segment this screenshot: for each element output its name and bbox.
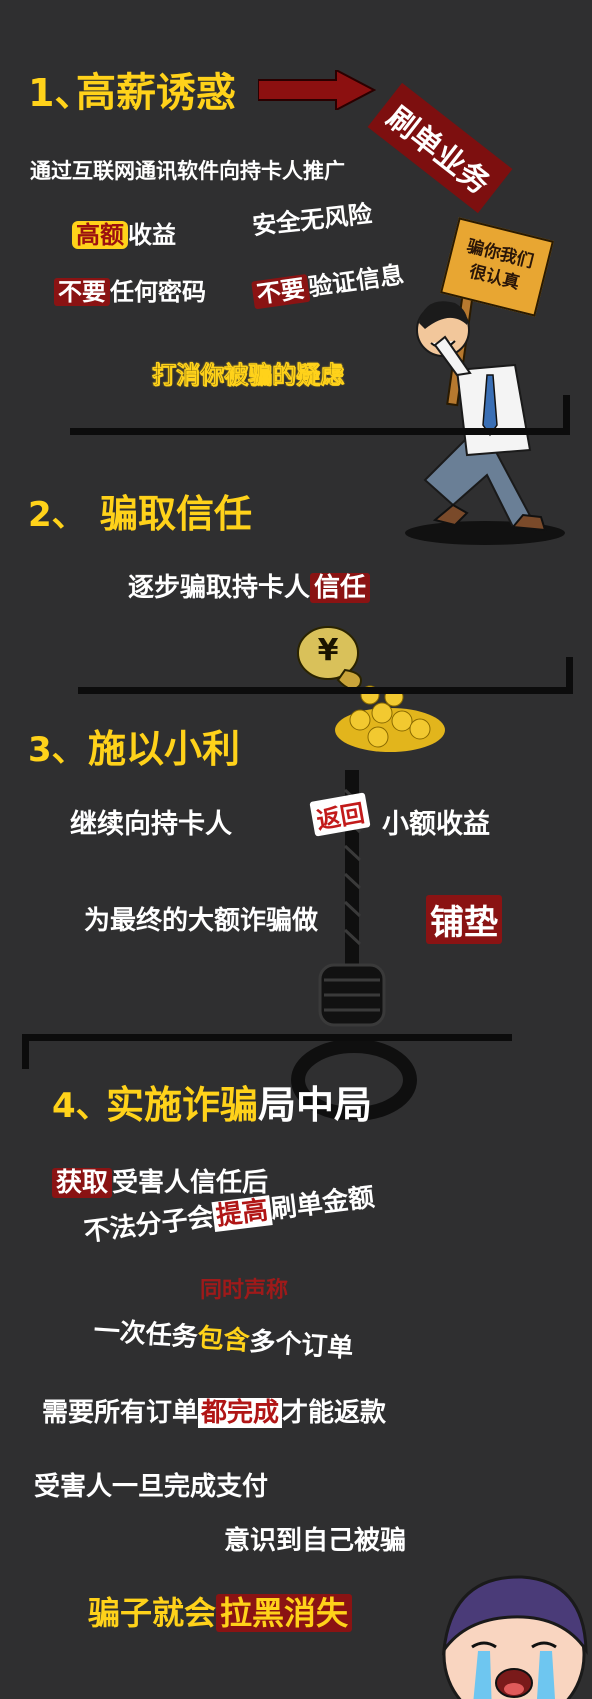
divider-1 bbox=[70, 428, 570, 435]
bag-label: ¥ bbox=[317, 633, 339, 668]
no-verify-row: 不要验证信息 bbox=[250, 255, 406, 311]
highlight-raise: 提高 bbox=[211, 1195, 273, 1233]
highlight-no1: 不要 bbox=[54, 278, 110, 306]
section3-title: 施以小利 bbox=[88, 727, 241, 771]
section2-title: 骗取信任 bbox=[100, 492, 253, 536]
section4-line6: 受害人一旦完成支付 bbox=[34, 1472, 269, 1502]
section4-line1: 获取 受害人信任后 bbox=[52, 1162, 268, 1199]
no-password-row: 不要 任何密码 bbox=[54, 272, 206, 307]
section1-number: 1、 bbox=[28, 71, 93, 115]
safe-text: 安全无风险 bbox=[251, 199, 374, 241]
divider-3-tick bbox=[22, 1034, 29, 1069]
section4-line8: 骗子就会 拉黑消失 bbox=[88, 1588, 353, 1634]
stamp-label: 刷单业务 bbox=[379, 100, 496, 202]
section3-line1-post: 小额收益 bbox=[382, 809, 490, 840]
section3-line1-pre: 继续向持卡人 bbox=[70, 809, 232, 840]
section2-line1: 逐步骗取持卡人 信任 bbox=[128, 567, 371, 604]
section1-line1: 通过互联网通讯软件向持卡人推广 bbox=[30, 159, 345, 183]
stamp-brush-business: 刷单业务 bbox=[367, 82, 513, 214]
divider-2 bbox=[78, 687, 573, 694]
section1-title: 高薪诱惑 bbox=[76, 70, 236, 116]
verify-text: 验证信息 bbox=[306, 260, 406, 302]
section4-line4: 一次任务包含多个订单 bbox=[93, 1310, 355, 1365]
section4-line7: 意识到自己被骗 bbox=[224, 1526, 407, 1556]
section4-line8-pre: 骗子就会 bbox=[88, 1594, 217, 1632]
section4-line5-post: 才能返款 bbox=[282, 1398, 387, 1428]
section4-line1-text: 受害人信任后 bbox=[112, 1168, 269, 1198]
divider-1-tick bbox=[563, 395, 570, 435]
doubt-text: 打消你被骗的疑虑 bbox=[152, 361, 345, 390]
high-income-row: 高额 收益 bbox=[72, 215, 176, 250]
section2-line1-text: 逐步骗取持卡人 bbox=[128, 573, 311, 603]
section4-number: 4、 bbox=[52, 1086, 110, 1126]
section3-line2-pre: 为最终的大额诈骗做 bbox=[84, 906, 319, 936]
section4-title-white: 局中局 bbox=[258, 1083, 373, 1127]
section3-number: 3、 bbox=[28, 730, 86, 770]
section4-line5-pre: 需要所有订单 bbox=[42, 1398, 199, 1428]
divider-3 bbox=[22, 1034, 512, 1041]
section4-line4-pre: 一次任务 bbox=[92, 1316, 199, 1354]
password-text: 任何密码 bbox=[110, 278, 206, 306]
highlight-all-done: 都完成 bbox=[198, 1398, 283, 1428]
highlight-block-vanish: 拉黑消失 bbox=[216, 1594, 353, 1632]
section2-number: 2、 bbox=[28, 495, 86, 535]
crying-face-illustration bbox=[432, 1555, 592, 1699]
income-text: 收益 bbox=[128, 221, 176, 249]
section4-line2-post: 刷单金额 bbox=[269, 1182, 377, 1225]
red-arrow-icon bbox=[258, 70, 376, 110]
highlight-trust: 信任 bbox=[310, 573, 371, 603]
divider-2-tick bbox=[566, 657, 573, 694]
highlight-no2: 不要 bbox=[251, 273, 311, 310]
highlight-contain: 包含 bbox=[196, 1323, 251, 1357]
section4-line3: 同时声称 bbox=[200, 1278, 289, 1303]
section4-line5: 需要所有订单 都完成 才能返款 bbox=[42, 1392, 386, 1429]
section4-title-yellow: 实施诈骗 bbox=[106, 1083, 259, 1127]
section4-line4-post: 多个订单 bbox=[248, 1326, 355, 1365]
highlight-groundwork: 铺垫 bbox=[426, 895, 502, 944]
highlight-obtain: 获取 bbox=[52, 1168, 113, 1198]
section4-line2-pre: 不法分子会 bbox=[82, 1202, 216, 1248]
section4-title: 实施诈骗局中局 bbox=[106, 1074, 372, 1129]
highlight-high: 高额 bbox=[72, 221, 128, 249]
